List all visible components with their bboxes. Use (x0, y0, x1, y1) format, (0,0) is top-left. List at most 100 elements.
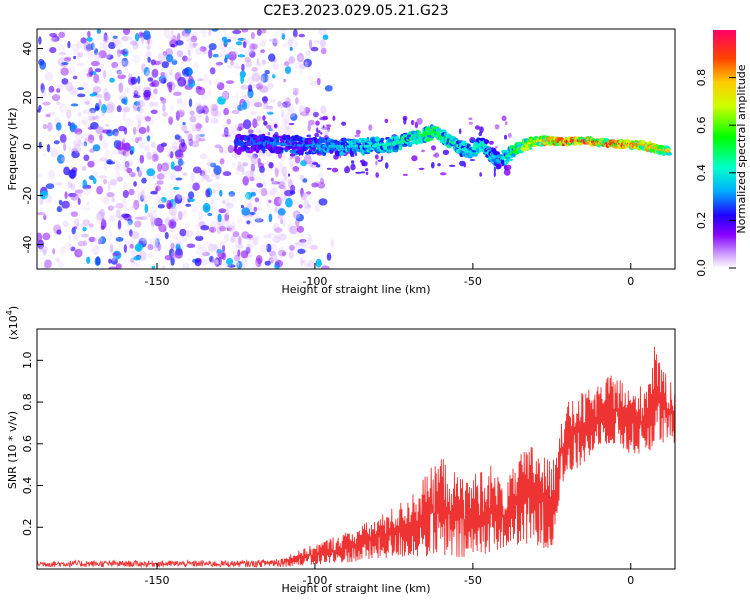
spectrogram-noise-blob (313, 39, 321, 45)
spectrogram-noise-blob (162, 51, 168, 57)
spectrogram-noise-blob (80, 206, 85, 211)
spectrogram-noise-blob (219, 225, 227, 232)
spectrogram-noise-blob (139, 215, 148, 221)
spectrogram-noise-blob (277, 249, 287, 257)
spectrogram-noise-blob (190, 35, 198, 43)
spectrogram-noise-blob (289, 153, 296, 157)
spectrogram-noise-blob (285, 197, 293, 208)
spectrogram-noise-blob (161, 61, 169, 69)
colorbar-tick-label: 0.0 (695, 259, 708, 277)
spectrogram-noise-blob (229, 59, 235, 66)
spectrogram-noise-blob (262, 178, 267, 189)
spectrogram-noise-blob (56, 83, 64, 91)
spectrogram-noise-blob (113, 131, 121, 141)
spectrogram-noise-blob (295, 213, 304, 222)
spectrogram-noise-blob (210, 244, 218, 249)
spectrogram-noise-blob (272, 74, 276, 79)
spectrogram-noise-blob (267, 111, 274, 115)
spectrogram-noise-blob (123, 29, 130, 35)
spectrogram-noise-blob (210, 201, 218, 211)
snr-x-tick-label: -100 (302, 574, 327, 587)
spectrogram-noise-blob (39, 190, 49, 200)
spectrogram-noise-blob (238, 236, 242, 245)
snr-series-line (37, 346, 675, 569)
spectrogram-noise-blob (255, 257, 262, 268)
spectrogram-noise-blob (148, 192, 153, 200)
spectrogram-noise-blob (195, 122, 202, 132)
spectrogram-noise-blob (179, 228, 187, 237)
spectrogram-noise-blob (219, 158, 225, 165)
spectrogram-noise-blob (111, 151, 120, 155)
spectrogram-noise-blob (107, 181, 111, 192)
spectrogram-noise-blob (191, 206, 199, 213)
spectrogram-noise-blob (137, 107, 141, 112)
spectrogram-noise-blob (216, 249, 223, 254)
spectrogram-noise-blob (223, 233, 230, 242)
spectrogram-noise-blob (208, 79, 212, 86)
spectrogram-ridge-core (666, 149, 670, 153)
spectrogram-noise-blob (266, 266, 271, 269)
spectrogram-noise-blob (260, 244, 268, 254)
spectrogram-noise-blob (326, 252, 332, 261)
spectrogram-noise-blob (168, 206, 177, 216)
spectrogram-noise-blob (160, 78, 167, 84)
spectrogram-noise-blob (118, 82, 124, 93)
spectrogram-noise-blob (377, 159, 382, 162)
spectrogram-noise-blob (277, 100, 282, 107)
spectrogram-noise-blob (75, 193, 83, 198)
spectrogram-noise-blob (74, 128, 83, 135)
spectrogram-noise-blob (251, 72, 260, 82)
spectrogram-noise-blob (228, 36, 236, 40)
spectrogram-noise-blob (146, 168, 156, 177)
spectrogram-noise-blob (212, 53, 219, 58)
spectrogram-noise-blob (195, 133, 201, 143)
spectrogram-noise-blob (222, 29, 227, 35)
spectrogram-noise-blob (170, 256, 175, 266)
spectrogram-noise-blob (320, 105, 327, 114)
spectrogram-noise-blob (247, 84, 253, 92)
spectrogram-noise-blob (241, 231, 250, 239)
spectrogram-noise-blob (165, 54, 174, 63)
spectrogram-noise-blob (170, 211, 177, 220)
spectrogram-noise-blob (172, 146, 181, 150)
spectrogram-noise-blob (103, 162, 108, 171)
spectrogram-noise-blob (188, 39, 197, 48)
spectrogram-noise-blob (222, 244, 226, 253)
spectrogram-noise-blob (148, 156, 155, 161)
spectrogram-noise-blob (56, 206, 62, 213)
spectrogram-noise-blob (210, 258, 220, 267)
spectrogram-noise-blob (138, 139, 145, 149)
spectrogram-noise-blob (365, 168, 369, 172)
spectrogram-noise-blob (103, 178, 108, 185)
spectrogram-noise-blob (164, 232, 169, 240)
spectrogram-noise-blob (75, 131, 83, 141)
spectrogram-noise-blob (475, 125, 480, 130)
spectrogram-noise-blob (242, 101, 248, 110)
spectrogram-noise-blob (197, 78, 204, 82)
spectrogram-noise-blob (124, 161, 130, 168)
spectrogram-noise-blob (154, 101, 159, 108)
spectrogram-noise-blob (249, 164, 256, 170)
spectrogram-noise-blob (117, 70, 124, 77)
spectrogram-noise-blob (175, 240, 184, 246)
spectrogram-noise-blob (237, 161, 242, 170)
spectrogram-noise-blob (169, 188, 177, 197)
spectrogram-noise-blob (249, 171, 254, 177)
spectrogram-noise-blob (82, 219, 90, 227)
spectrogram-noise-blob (288, 156, 294, 167)
spectrogram-noise-blob (78, 51, 84, 58)
spectrogram-noise-blob (144, 72, 149, 77)
spectrogram-noise-blob (64, 191, 68, 199)
spectrogram-noise-blob (133, 101, 141, 106)
spectrogram-noise-blob (237, 54, 246, 58)
spectrogram-noise-blob (45, 183, 55, 190)
spectrogram-noise-blob (314, 132, 320, 138)
spectrogram-noise-blob (86, 36, 93, 42)
spectrogram-noise-blob (37, 232, 43, 242)
spectrogram-noise-blob (112, 35, 118, 39)
spectrogram-noise-blob (131, 136, 138, 143)
spectrogram-ridge-cell (342, 137, 347, 143)
spectrogram-noise-blob (178, 142, 187, 153)
snr-x-tick-label: 0 (627, 574, 634, 587)
spectrogram-noise-blob (62, 220, 69, 227)
